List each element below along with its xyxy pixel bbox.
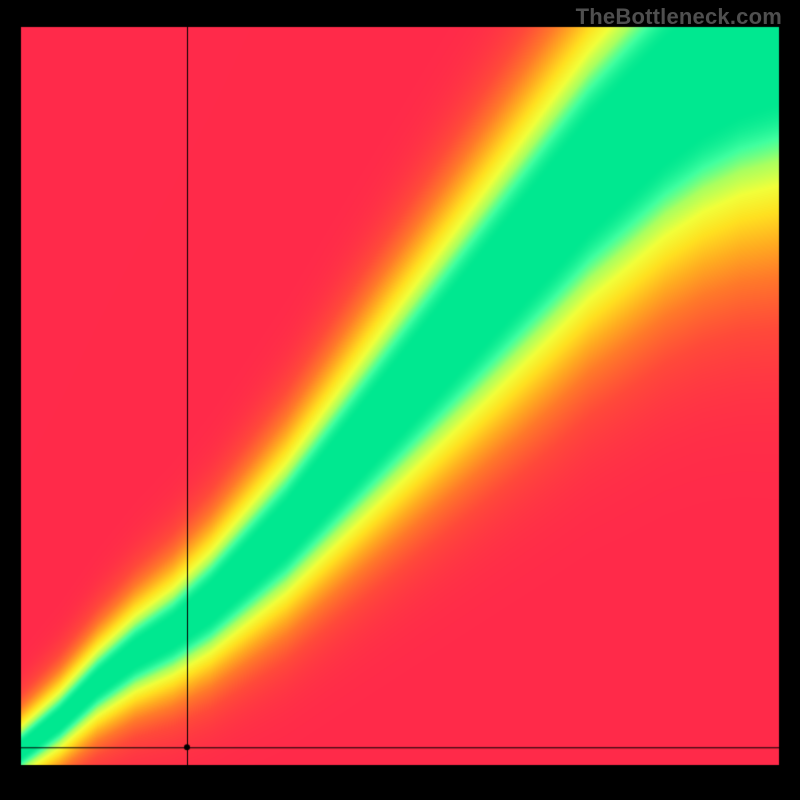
bottleneck-heatmap	[0, 0, 800, 800]
watermark-text: TheBottleneck.com	[576, 4, 782, 30]
